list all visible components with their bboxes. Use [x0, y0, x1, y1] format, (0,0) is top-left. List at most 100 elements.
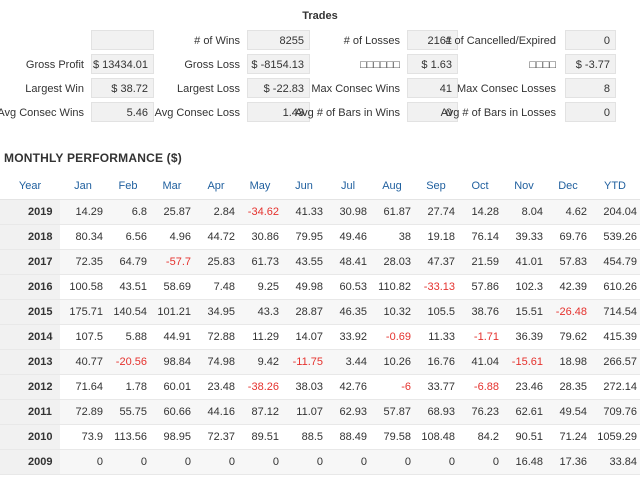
month-value-cell: 14.29 [60, 199, 106, 225]
year-cell: 2017 [0, 249, 60, 275]
month-value-cell: 17.36 [546, 449, 590, 475]
month-value-cell: 28.03 [370, 249, 414, 275]
stat-label: Avg # of Bars in Wins [295, 107, 400, 119]
stat-value: $ -3.77 [565, 54, 616, 74]
stat-label: Largest Loss [177, 83, 240, 95]
month-value-cell: 80.34 [60, 224, 106, 250]
month-value-cell: 79.62 [546, 324, 590, 350]
month-value-cell: 76.23 [458, 399, 502, 425]
column-header-jan: Jan [60, 173, 106, 200]
month-value-cell: 4.62 [546, 199, 590, 225]
month-value-cell: 33.92 [326, 324, 370, 350]
month-value-cell: 98.84 [150, 349, 194, 375]
month-value-cell: 64.79 [106, 249, 150, 275]
month-value-cell: 60.01 [150, 374, 194, 400]
stat-label: Avg Consec Wins [0, 107, 84, 119]
month-value-cell: 25.83 [194, 249, 238, 275]
column-header-may: May [238, 173, 282, 200]
month-value-cell: 16.76 [414, 349, 458, 375]
stat-label: Largest Win [25, 83, 84, 95]
month-value-cell: 19.18 [414, 224, 458, 250]
month-value-cell: 11.29 [238, 324, 282, 350]
month-value-cell: 36.39 [502, 324, 546, 350]
month-value-cell: -1.71 [458, 324, 502, 350]
month-value-cell: 71.24 [546, 424, 590, 450]
table-row: 2009 0 0 0 0 0 0 0 0 0 0 16.48 17.36 33.84 [0, 449, 640, 475]
month-value-cell: 69.76 [546, 224, 590, 250]
month-value-cell: -26.48 [546, 299, 590, 325]
month-value-cell: 41.04 [458, 349, 502, 375]
month-value-cell: 415.39 [590, 324, 640, 350]
stat-value: 0 [407, 102, 458, 122]
column-header-oct: Oct [458, 173, 502, 200]
table-row: 2012 71.64 1.78 60.01 23.48 -38.26 38.03 42.76-… [0, 374, 640, 400]
table-row: 2013 40.77 -20.56 98.84 74.98 9.42 -11.75 3.44 1… [0, 349, 640, 375]
stats-row: Gross Profit $ 13434.01 Gross Loss $ -8154.… [0, 54, 640, 78]
month-value-cell: 175.71 [60, 299, 106, 325]
month-value-cell: 61.73 [238, 249, 282, 275]
month-value-cell: -38.26 [238, 374, 282, 400]
table-row: 2011 72.89 55.75 60.66 44.16 87.12 11.07 62.93 5… [0, 399, 640, 425]
stat-label: Max Consec Wins [311, 83, 400, 95]
stat-value: 5.46 [91, 102, 154, 122]
month-value-cell: -20.56 [106, 349, 150, 375]
month-value-cell: 38.76 [458, 299, 502, 325]
month-value-cell: 62.93 [326, 399, 370, 425]
table-row: 2015 175.71 140.54 101.21 34.95 43.3 28.87 46.3… [0, 299, 640, 325]
stat-value: $ -8154.13 [247, 54, 310, 74]
month-value-cell: 41.33 [282, 199, 326, 225]
stat-value: $ 1.63 [407, 54, 458, 74]
month-value-cell: 46.35 [326, 299, 370, 325]
stat-value: $ -22.83 [247, 78, 310, 98]
stat-label: # of Wins [194, 35, 240, 47]
month-value-cell: 72.88 [194, 324, 238, 350]
month-value-cell: 90.51 [502, 424, 546, 450]
stat-value: 0 [565, 30, 616, 50]
month-value-cell: 73.9 [60, 424, 106, 450]
month-value-cell: 102.3 [502, 274, 546, 300]
month-value-cell: 57.83 [546, 249, 590, 275]
year-cell: 2013 [0, 349, 60, 375]
month-value-cell: 1.78 [106, 374, 150, 400]
month-value-cell: 8.04 [502, 199, 546, 225]
table-row: 2019 14.29 6.8 25.87 2.84 -34.62 41.33 30.98 61.… [0, 199, 640, 225]
year-cell: 2010 [0, 424, 60, 450]
month-value-cell: 33.77 [414, 374, 458, 400]
trade-stats-panel: # of Wins 8255 # of Losses 2161 # of Cancell… [0, 30, 640, 126]
column-header-feb: Feb [106, 173, 150, 200]
month-value-cell: 14.28 [458, 199, 502, 225]
month-value-cell: 10.32 [370, 299, 414, 325]
stat-label: □□□□ [529, 59, 556, 71]
month-value-cell: 49.46 [326, 224, 370, 250]
month-value-cell: 88.5 [282, 424, 326, 450]
stat-value: $ 13434.01 [91, 54, 154, 74]
stat-value: 0 [565, 102, 616, 122]
month-value-cell: 113.56 [106, 424, 150, 450]
stat-value: 1.43 [247, 102, 310, 122]
column-header-apr: Apr [194, 173, 238, 200]
stat-label: # of Losses [343, 35, 400, 47]
month-value-cell: 0 [238, 449, 282, 475]
year-cell: 2019 [0, 199, 60, 225]
stat-label: Gross Profit [25, 59, 84, 71]
month-value-cell: 38.03 [282, 374, 326, 400]
month-value-cell: 98.95 [150, 424, 194, 450]
month-value-cell: 68.93 [414, 399, 458, 425]
month-value-cell: 3.44 [326, 349, 370, 375]
month-value-cell: 5.88 [106, 324, 150, 350]
stat-value: 2161 [407, 30, 458, 50]
month-value-cell: 110.82 [370, 274, 414, 300]
month-value-cell: 204.04 [590, 199, 640, 225]
month-value-cell: 539.26 [590, 224, 640, 250]
month-value-cell: 0 [194, 449, 238, 475]
month-value-cell: 42.76 [326, 374, 370, 400]
month-value-cell: 43.3 [238, 299, 282, 325]
month-value-cell: 105.5 [414, 299, 458, 325]
year-cell: 2011 [0, 399, 60, 425]
month-value-cell: 49.54 [546, 399, 590, 425]
month-value-cell: 0 [60, 449, 106, 475]
column-header-mar: Mar [150, 173, 194, 200]
month-value-cell: -33.13 [414, 274, 458, 300]
month-value-cell: 47.37 [414, 249, 458, 275]
column-header-jul: Jul [326, 173, 370, 200]
